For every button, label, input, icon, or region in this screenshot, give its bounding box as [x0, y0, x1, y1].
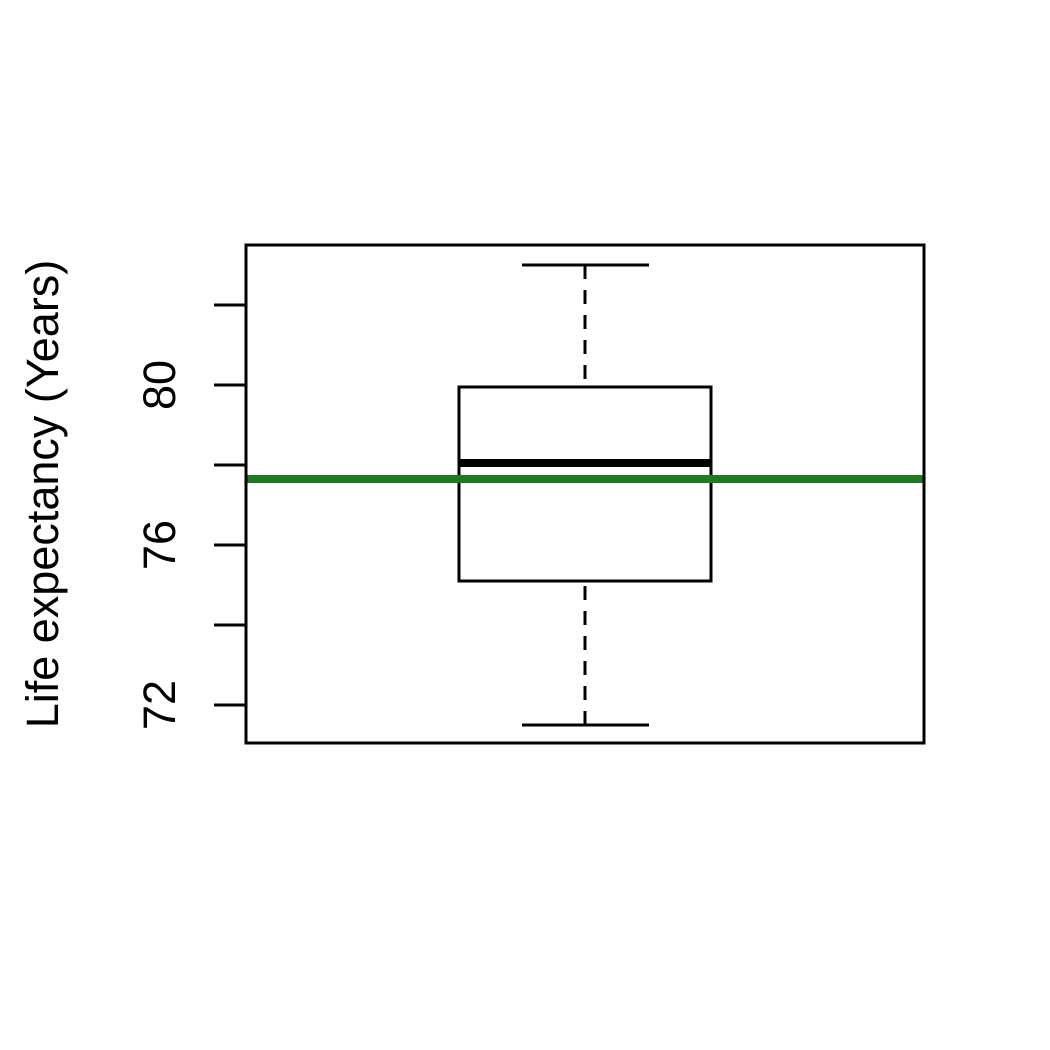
y-axis-label: Life expectancy (Years): [17, 260, 68, 729]
y-tick-label: 80: [134, 360, 185, 410]
y-tick-label: 72: [134, 680, 185, 730]
y-axis-tick-labels: 72 76 80: [134, 360, 185, 730]
plot-frame: [244, 243, 926, 745]
y-axis-ticks: [214, 303, 246, 707]
interquartile-box: [457, 385, 713, 583]
y-tick-label: 76: [134, 520, 185, 570]
